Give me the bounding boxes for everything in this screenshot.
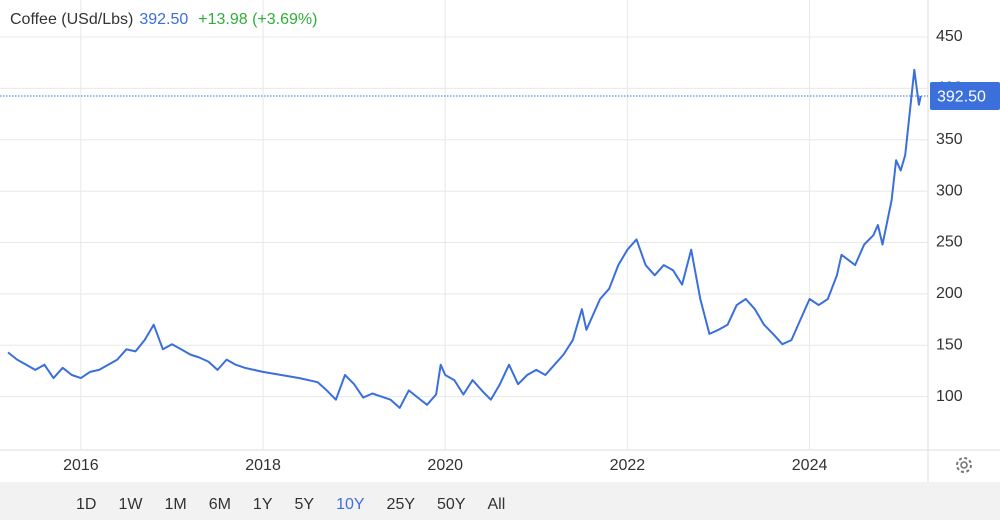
- marks: [7, 68, 922, 409]
- y-tick-label: 450: [936, 28, 963, 45]
- grid: [0, 0, 928, 450]
- x-tick-label: 2022: [610, 457, 646, 474]
- range-button[interactable]: 6M: [209, 496, 231, 513]
- y-tick-label: 300: [936, 182, 963, 199]
- x-tick-label: 2018: [245, 457, 281, 474]
- settings-icon[interactable]: [956, 457, 972, 473]
- y-tick-label: 150: [936, 336, 963, 353]
- range-button[interactable]: 1Y: [253, 496, 273, 513]
- header-price: 392.50: [139, 11, 188, 28]
- range-bar: [0, 482, 1000, 520]
- range-button[interactable]: All: [487, 496, 505, 513]
- range-button[interactable]: 1W: [118, 496, 143, 513]
- x-tick-label: 2024: [792, 457, 828, 474]
- y-tick-label: 100: [936, 388, 963, 405]
- y-tick-label: 350: [936, 131, 963, 148]
- chart-title: Coffee (USd/Lbs): [10, 11, 133, 28]
- price-line: [7, 68, 922, 409]
- x-tick-label: 2020: [427, 457, 463, 474]
- last-price-badge: [930, 82, 1000, 111]
- range-button[interactable]: 1D: [76, 496, 96, 513]
- y-tick-label: 200: [936, 285, 963, 302]
- range-button[interactable]: 10Y: [336, 496, 365, 513]
- last-price-label: 392.50: [937, 88, 986, 105]
- range-button[interactable]: 25Y: [387, 496, 416, 513]
- range-button[interactable]: 1M: [164, 496, 186, 513]
- y-tick-label: 250: [936, 234, 963, 251]
- range-button[interactable]: 5Y: [295, 496, 315, 513]
- x-tick-label: 2016: [63, 457, 99, 474]
- range-button[interactable]: 50Y: [437, 496, 466, 513]
- header-change: +13.98 (+3.69%): [198, 11, 317, 28]
